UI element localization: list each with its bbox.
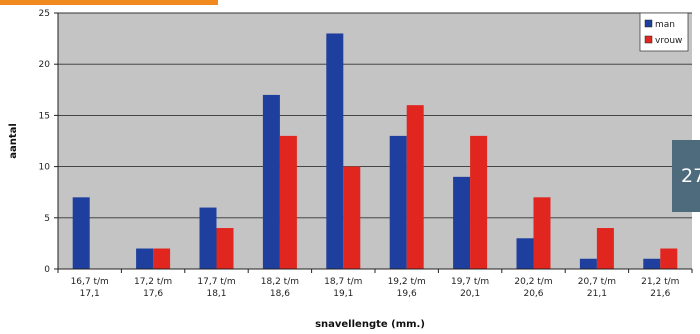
y-tick-label: 5	[44, 214, 50, 224]
bar-man	[516, 238, 534, 269]
x-category-label: 17,2 t/m 17,6	[134, 277, 172, 299]
bar-vrouw	[470, 135, 488, 269]
x-axis-title: snavellengte (mm.)	[315, 319, 425, 330]
y-tick-labels: 0 5 10 15 20 25	[39, 9, 58, 275]
x-category-label: 20,7 t/m 21,1	[578, 277, 616, 299]
bar-vrouw	[660, 248, 678, 269]
legend-label-man: man	[655, 20, 675, 30]
bar-man	[136, 248, 154, 269]
top-accent-bar	[0, 0, 218, 5]
x-category-label: 20,2 t/m 20,6	[514, 277, 552, 299]
bar-man	[262, 94, 280, 269]
legend-label-vrouw: vrouw	[655, 36, 682, 46]
y-tick-label: 15	[39, 111, 50, 121]
x-category-label: 19,7 t/m 20,1	[451, 277, 489, 299]
legend: man vrouw	[639, 12, 689, 52]
bar-man	[579, 258, 597, 269]
legend-swatch-man	[644, 19, 653, 28]
plot-area	[58, 13, 692, 269]
x-category-label: 16,7 t/m 17,1	[71, 277, 109, 299]
bar-vrouw	[533, 197, 551, 269]
bar-man	[326, 33, 344, 270]
x-category-labels: 16,7 t/m 17,1 17,2 t/m 17,6 17,7 t/m 18,1 18,2…	[57, 269, 693, 299]
y-axis-title: aantal	[8, 123, 19, 159]
bar-man	[453, 176, 471, 269]
bar-man	[389, 135, 407, 269]
bar-man	[72, 197, 90, 269]
x-category-label: 18,2 t/m 18,6	[261, 277, 299, 299]
x-category-label: 17,7 t/m 18,1	[197, 277, 235, 299]
x-category-label: 19,2 t/m 19,6	[388, 277, 426, 299]
bar-man	[199, 207, 217, 269]
gridlines	[58, 12, 692, 219]
bars	[72, 33, 678, 270]
bar-vrouw	[279, 135, 297, 269]
legend-box	[639, 12, 689, 52]
bar-vrouw	[406, 105, 424, 269]
y-tick-label: 10	[39, 163, 51, 173]
y-tick-label: 20	[39, 60, 51, 70]
x-category-label: 21,2 t/m 21,6	[641, 277, 679, 299]
x-category-label: 18,7 t/m 19,1	[324, 277, 362, 299]
bar-vrouw	[216, 228, 234, 269]
bar-vrouw	[153, 248, 171, 269]
page-number-tab: 27	[672, 140, 700, 212]
y-tick-label: 0	[44, 265, 50, 275]
bar-vrouw	[596, 228, 614, 269]
bar-vrouw	[343, 166, 361, 269]
bar-man	[643, 258, 661, 269]
legend-swatch-vrouw	[644, 35, 653, 44]
y-tick-label: 25	[39, 9, 50, 19]
